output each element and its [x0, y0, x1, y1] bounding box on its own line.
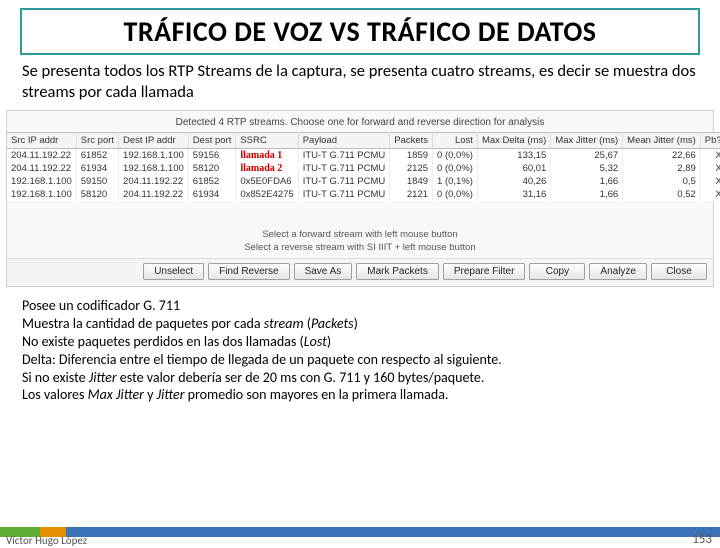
find-reverse-button[interactable]: Find Reverse	[208, 263, 289, 280]
cell: 0,5	[623, 175, 701, 188]
col-header[interactable]: Dest IP addr	[119, 133, 189, 149]
cell: 2,89	[623, 162, 701, 175]
cell: 192.168.1.100	[119, 162, 189, 175]
footer-author: Víctor Hugo López	[6, 534, 87, 547]
cell: 0 (0,0%)	[433, 149, 478, 163]
cell: X	[700, 149, 720, 163]
table-header-row: Src IP addrSrc portDest IP addrDest port…	[7, 133, 720, 149]
cell: 40,26	[477, 175, 550, 188]
col-header[interactable]: Max Delta (ms)	[477, 133, 550, 149]
rtp-panel: Detected 4 RTP streams. Choose one for f…	[6, 110, 714, 287]
cell: 61852	[188, 175, 236, 188]
cell: 0 (0,0%)	[433, 162, 478, 175]
note-line: Posee un codificador G. 711	[22, 297, 698, 315]
cell: 58120	[76, 188, 118, 201]
copy-button[interactable]: Copy	[529, 263, 585, 280]
note-line: Muestra la cantidad de paquetes por cada…	[22, 315, 698, 333]
footer: Víctor Hugo López 153	[0, 526, 720, 548]
footer-color-bar	[0, 527, 720, 537]
cell: 5,32	[551, 162, 623, 175]
note-line: Si no existe Jitter este valor debería s…	[22, 369, 698, 387]
hint-area: Select a forward stream with left mouse …	[7, 201, 713, 258]
cell: 25,67	[551, 149, 623, 163]
cell: llamada 1	[236, 149, 298, 163]
panel-caption: Detected 4 RTP streams. Choose one for f…	[7, 111, 713, 132]
cell: X	[700, 175, 720, 188]
cell: 204.11.192.22	[7, 149, 76, 163]
cell: X	[700, 162, 720, 175]
cell: 133,15	[477, 149, 550, 163]
cell: ITU-T G.711 PCMU	[298, 162, 390, 175]
cell: 204.11.192.22	[119, 188, 189, 201]
save-as-button[interactable]: Save As	[294, 263, 353, 280]
table-row[interactable]: 192.168.1.10059150204.11.192.22618520x5E…	[7, 175, 720, 188]
slide-title: TRÁFICO DE VOZ VS TRÁFICO DE DATOS	[32, 14, 688, 49]
close-button[interactable]: Close	[651, 263, 707, 280]
cell: 1849	[390, 175, 433, 188]
rtp-table: Src IP addrSrc portDest IP addrDest port…	[7, 132, 720, 201]
cell: 59156	[188, 149, 236, 163]
cell: X	[700, 188, 720, 201]
cell: ITU-T G.711 PCMU	[298, 188, 390, 201]
cell: 22,66	[623, 149, 701, 163]
cell: 192.168.1.100	[7, 188, 76, 201]
cell: 0x852E4275	[236, 188, 298, 201]
col-header[interactable]: Payload	[298, 133, 390, 149]
col-header[interactable]: Pb?	[700, 133, 720, 149]
cell: 59150	[76, 175, 118, 188]
note-line: Delta: Diferencia entre el tiempo de lle…	[22, 351, 698, 369]
cell: ITU-T G.711 PCMU	[298, 149, 390, 163]
cell: 1859	[390, 149, 433, 163]
table-row[interactable]: 192.168.1.10058120204.11.192.22619340x85…	[7, 188, 720, 201]
cell: 61934	[188, 188, 236, 201]
cell: 31,16	[477, 188, 550, 201]
col-header[interactable]: Mean Jitter (ms)	[623, 133, 701, 149]
cell: 192.168.1.100	[7, 175, 76, 188]
cell: 2125	[390, 162, 433, 175]
note-line: No existe paquetes perdidos en las dos l…	[22, 333, 698, 351]
cell: 60,01	[477, 162, 550, 175]
col-header[interactable]: Max Jitter (ms)	[551, 133, 623, 149]
intro-text: Se presenta todos los RTP Streams de la …	[22, 61, 698, 102]
table-row[interactable]: 204.11.192.2261852192.168.1.10059156llam…	[7, 149, 720, 163]
analyze-button[interactable]: Analyze	[589, 263, 647, 280]
table-row[interactable]: 204.11.192.2261934192.168.1.10058120llam…	[7, 162, 720, 175]
cell: 0,52	[623, 188, 701, 201]
col-header[interactable]: Lost	[433, 133, 478, 149]
notes-block: Posee un codificador G. 711Muestra la ca…	[22, 297, 698, 404]
cell: 204.11.192.22	[119, 175, 189, 188]
title-box: TRÁFICO DE VOZ VS TRÁFICO DE DATOS	[20, 8, 700, 55]
cell: 61852	[76, 149, 118, 163]
cell: 0 (0,0%)	[433, 188, 478, 201]
col-header[interactable]: Src IP addr	[7, 133, 76, 149]
mark-packets-button[interactable]: Mark Packets	[356, 263, 439, 280]
button-row: UnselectFind Reverse Save AsMark PacketsP…	[7, 258, 713, 286]
note-line: Los valores Max Jitter y Jitter promedio…	[22, 386, 698, 404]
cell: 61934	[76, 162, 118, 175]
cell: 2121	[390, 188, 433, 201]
cell: 1,66	[551, 188, 623, 201]
unselect-button[interactable]: Unselect	[143, 263, 204, 280]
cell: 204.11.192.22	[7, 162, 76, 175]
cell: 58120	[188, 162, 236, 175]
cell: ITU-T G.711 PCMU	[298, 175, 390, 188]
col-header[interactable]: SSRC	[236, 133, 298, 149]
hint-forward: Select a forward stream with left mouse …	[7, 229, 713, 241]
prepare-filter-button[interactable]: Prepare Filter	[443, 263, 526, 280]
col-header[interactable]: Dest port	[188, 133, 236, 149]
cell: 0x5E0FDA6	[236, 175, 298, 188]
cell: 1 (0,1%)	[433, 175, 478, 188]
col-header[interactable]: Src port	[76, 133, 118, 149]
hint-reverse: Select a reverse stream with SI IIIT + l…	[7, 242, 713, 254]
cell: llamada 2	[236, 162, 298, 175]
cell: 1,66	[551, 175, 623, 188]
col-header[interactable]: Packets	[390, 133, 433, 149]
cell: 192.168.1.100	[119, 149, 189, 163]
